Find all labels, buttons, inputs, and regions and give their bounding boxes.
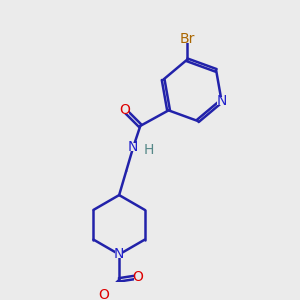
FancyBboxPatch shape (129, 143, 137, 151)
FancyBboxPatch shape (100, 291, 108, 299)
Text: N: N (128, 140, 138, 154)
Text: N: N (114, 248, 124, 261)
FancyBboxPatch shape (121, 106, 129, 114)
Text: O: O (119, 103, 130, 117)
FancyBboxPatch shape (134, 273, 142, 281)
FancyBboxPatch shape (217, 97, 226, 105)
FancyBboxPatch shape (115, 250, 123, 258)
Text: Br: Br (179, 32, 195, 46)
Text: N: N (216, 94, 227, 108)
Text: O: O (98, 288, 109, 300)
FancyBboxPatch shape (181, 34, 193, 43)
Text: H: H (144, 143, 154, 158)
Text: O: O (132, 270, 143, 284)
